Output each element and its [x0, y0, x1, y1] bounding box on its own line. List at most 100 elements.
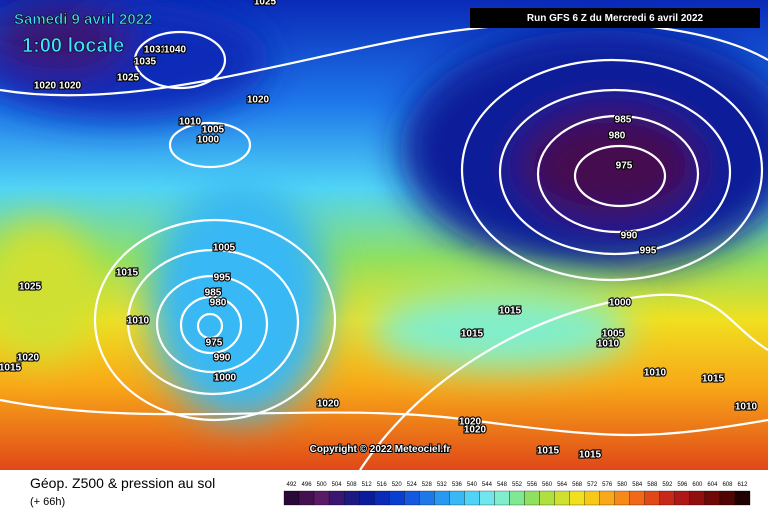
isobar-label: 1010	[127, 316, 150, 327]
footer-lead: (+ 66h)	[30, 496, 65, 508]
scale-swatch	[479, 490, 495, 506]
scale-swatch	[659, 490, 675, 506]
footer-title: Géop. Z500 & pression au sol	[30, 475, 215, 491]
isobar-label: 1015	[579, 450, 602, 461]
scale-label: 532	[437, 482, 448, 488]
isobar-label: 975	[206, 338, 223, 349]
scale-swatch	[554, 490, 570, 506]
scale-swatch	[283, 490, 300, 506]
scale-swatch	[343, 490, 360, 506]
isobar-label: 1035	[134, 57, 157, 68]
isobar-label: 1020	[17, 353, 40, 364]
isobar-label: 1015	[499, 306, 522, 317]
scale-label: 512	[362, 482, 373, 488]
scale-label: 520	[392, 482, 403, 488]
scale-label: 528	[422, 482, 433, 488]
isobar-label: 1040	[164, 45, 187, 56]
scale-label: 600	[692, 482, 703, 488]
scale-swatch	[359, 490, 375, 506]
isobar-label: 1005	[202, 125, 225, 136]
scale-label: 592	[662, 482, 673, 488]
isobar-label: 995	[214, 273, 231, 284]
scale-label: 508	[347, 482, 358, 488]
scale-swatch	[674, 490, 691, 506]
scale-label: 572	[587, 482, 598, 488]
isobar-label: 1005	[602, 329, 625, 340]
date-label: Samedi 9 avril 2022	[14, 11, 152, 28]
scale-label: 492	[287, 482, 298, 488]
scale-label: 536	[452, 482, 463, 488]
scale-label: 504	[332, 482, 343, 488]
isobar-label: 1000	[197, 135, 220, 146]
isobar-label: 1000	[214, 373, 237, 384]
scale-swatch	[389, 490, 405, 506]
copyright: Copyright © 2022 Meteociel.fr	[310, 444, 451, 455]
isobar-label: 985	[615, 115, 632, 126]
isobars	[0, 21, 768, 471]
scale-swatch	[298, 490, 315, 506]
scale-label: 576	[602, 482, 613, 488]
isobar-label: 1020	[317, 399, 340, 410]
isobar-label: 1000	[609, 298, 632, 309]
isobar-label: 1010	[597, 339, 620, 350]
isobar-label: 995	[640, 246, 657, 257]
scale-swatch	[464, 490, 480, 506]
scale-label: 568	[572, 482, 583, 488]
isobar-label: 1015	[116, 268, 139, 279]
isobar-label: 1025	[117, 73, 140, 84]
scale-swatch	[328, 490, 345, 506]
scale-swatch	[509, 490, 525, 506]
isobar-label: 1020	[459, 417, 482, 428]
scale-swatch	[704, 490, 721, 506]
scale-swatch	[644, 490, 660, 506]
scale-label: 524	[407, 482, 418, 488]
isobar-label: 1031	[144, 45, 167, 56]
scale-label: 588	[647, 482, 658, 488]
scale-label: 596	[677, 482, 688, 488]
isobar-label: 1025	[19, 282, 42, 293]
scale-label: 552	[512, 482, 523, 488]
scale-swatch	[614, 490, 630, 506]
scale-swatch	[313, 490, 330, 506]
scale-swatch	[689, 490, 706, 506]
isobar-label: 1010	[735, 402, 758, 413]
scale-swatch	[434, 490, 450, 506]
scale-swatch	[494, 490, 510, 506]
scale-swatch	[419, 490, 435, 506]
scale-label: 612	[737, 482, 748, 488]
scale-swatch	[734, 490, 751, 506]
scale-swatch	[599, 490, 615, 506]
scale-swatch	[449, 490, 465, 506]
scale-label: 584	[632, 482, 643, 488]
run-label: Run GFS 6 Z du Mercredi 6 avril 2022	[527, 13, 704, 24]
scale-label: 560	[542, 482, 553, 488]
isobar-label: 1025	[254, 0, 277, 8]
scale-swatch	[539, 490, 555, 506]
map: Run GFS 6 Z du Mercredi 6 avril 2022 Sam…	[0, 0, 768, 471]
scale-label: 516	[377, 482, 388, 488]
scale-swatch	[374, 490, 390, 506]
scale-swatch	[719, 490, 736, 506]
scale-label: 608	[722, 482, 733, 488]
isobar-label: 980	[609, 131, 626, 142]
isobar-label: 1015	[0, 363, 22, 374]
isobar-label: 985	[205, 288, 222, 299]
scale-label: 604	[707, 482, 718, 488]
scale-label: 548	[497, 482, 508, 488]
scale-swatch	[629, 490, 645, 506]
scale-swatch	[584, 490, 600, 506]
isobar-label: 980	[210, 298, 227, 309]
scale-label: 556	[527, 482, 538, 488]
isobar-label: 1020	[464, 425, 487, 436]
isobar-label: 1020	[247, 95, 270, 106]
color-scale: 492 496 500 504 508 512 516 520 524 528 532 536 540 5…	[283, 482, 751, 506]
isobar-label: 1015	[461, 329, 484, 340]
scale-label: 496	[302, 482, 313, 488]
time-label: 1:00 locale	[22, 35, 124, 57]
scale-label: 580	[617, 482, 628, 488]
scale-swatch	[569, 490, 585, 506]
isobar-label: 1010	[644, 368, 667, 379]
scale-swatch	[524, 490, 540, 506]
